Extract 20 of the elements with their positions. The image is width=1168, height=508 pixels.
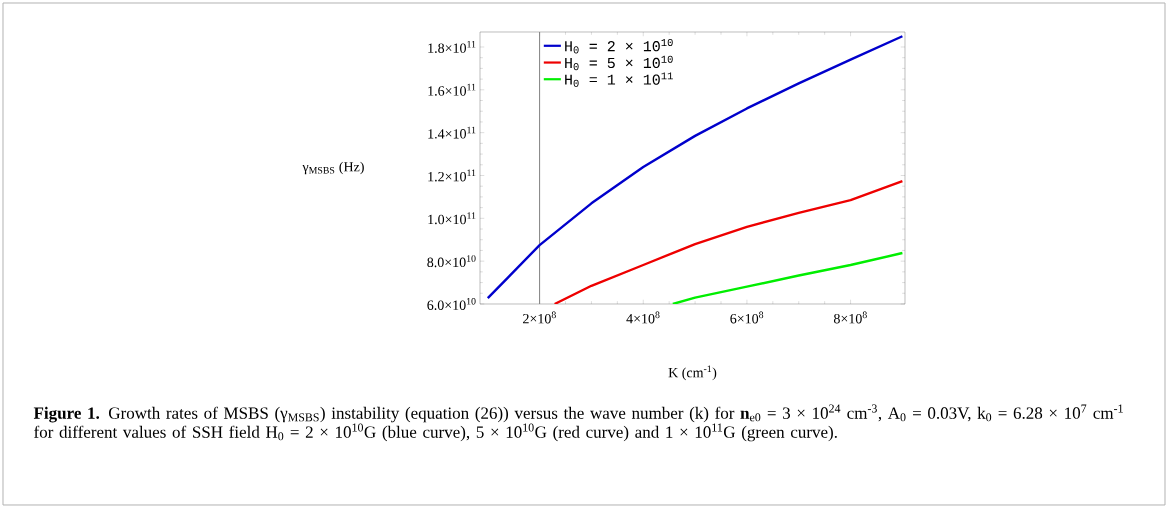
x-tick-label: 8×10$^{8}$	[833, 311, 867, 324]
y-tick-label: 1.8×10$^{11}$	[428, 41, 476, 53]
text: Figure 1. Growth rates of MSBS (γ$_{MSBS}$) instability (equation (26)) versus the wave number (k) for n$_{e0}$ = 3 × 10$^{24}$ cm$^{-3}$, A$_{0}$ = 0.03V, k$_{0}$ = 6.28 × 10$^{7}$ cm$^{-1}$ for different values of SSH field H$_{0}$ = 2 × 10$^{10}$G (blue curve), 5 × 10$^{10}$G (red curve) and 1 × 10$^{11}$G (green curve).	[33, 404, 1123, 442]
y-tick-label: 1.0×10$^{11}$	[428, 212, 476, 225]
x-axis-title: K (cm$^{-1}$)	[668, 365, 717, 381]
legend-label: H$_{0}$ = 1 × 10$^{11}$	[565, 72, 673, 87]
line-series	[553, 179, 904, 304]
y-tick-label: 1.4×10$^{11}$	[428, 126, 476, 139]
x-tick-label: 4×10$^{8}$	[626, 311, 660, 324]
y-tick-label: 1.2×10$^{11}$	[428, 169, 476, 182]
y-tick-label: 6.0×10$^{10}$	[427, 298, 476, 310]
y-tick-label: 8.0×10$^{10}$	[427, 255, 476, 268]
x-tick-label: 6×10$^{8}$	[730, 311, 764, 324]
line-series	[671, 251, 904, 304]
legend-label: H$_{0}$ = 5 × 10$^{10}$	[565, 55, 673, 71]
legend-label: H$_{0}$ = 2 × 10$^{10}$	[565, 38, 673, 54]
y-axis-title: γ$_{MSBS}$ (Hz)	[302, 161, 364, 175]
y-tick-label: 1.6×10$^{11}$	[428, 83, 476, 96]
line-series	[486, 35, 904, 300]
x-tick-label: 2×10$^{8}$	[523, 311, 556, 324]
